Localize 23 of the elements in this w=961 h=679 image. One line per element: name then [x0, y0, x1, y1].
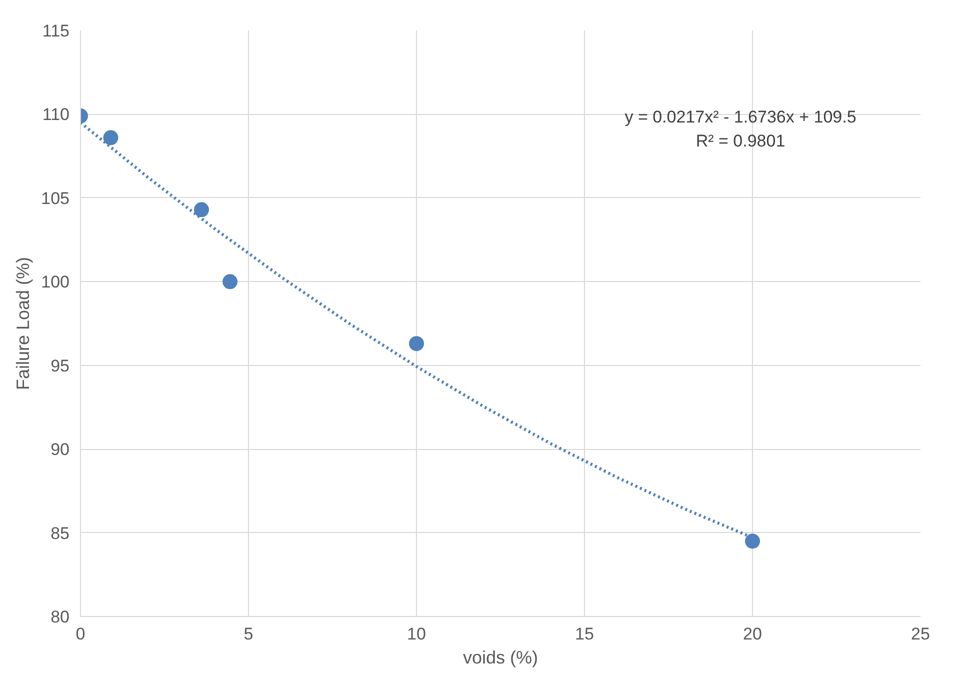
y-tick-label: 80	[50, 608, 70, 626]
point	[409, 336, 424, 352]
y-tick-label: 100	[41, 272, 70, 292]
x-tick-label: 15	[575, 624, 594, 644]
y-tick-label: 115	[42, 22, 70, 40]
y-tick-label: 105	[41, 188, 70, 208]
annotation: R² = 0.9801	[696, 132, 786, 150]
y-axis-title: Failure Load (%)	[13, 256, 34, 390]
point	[103, 130, 118, 146]
y-tick-label: 85	[50, 524, 70, 543]
point	[222, 274, 238, 290]
annotation: y = 0.0217x² - 1.6736x + 109.5	[624, 108, 856, 126]
x-tick-label: 0	[76, 624, 86, 644]
x-tick-label: 20	[743, 624, 762, 644]
x-tick-label: 25	[911, 624, 930, 644]
y-tick-label: 110	[42, 105, 70, 124]
y-tick-label: 90	[50, 440, 70, 460]
y-tick-label: 95	[50, 356, 70, 376]
point	[194, 202, 209, 218]
x-tick-label: 5	[244, 624, 254, 644]
x-axis-title: voids (%)	[462, 648, 538, 668]
x-tick-label: 10	[407, 624, 426, 644]
point	[745, 534, 760, 549]
